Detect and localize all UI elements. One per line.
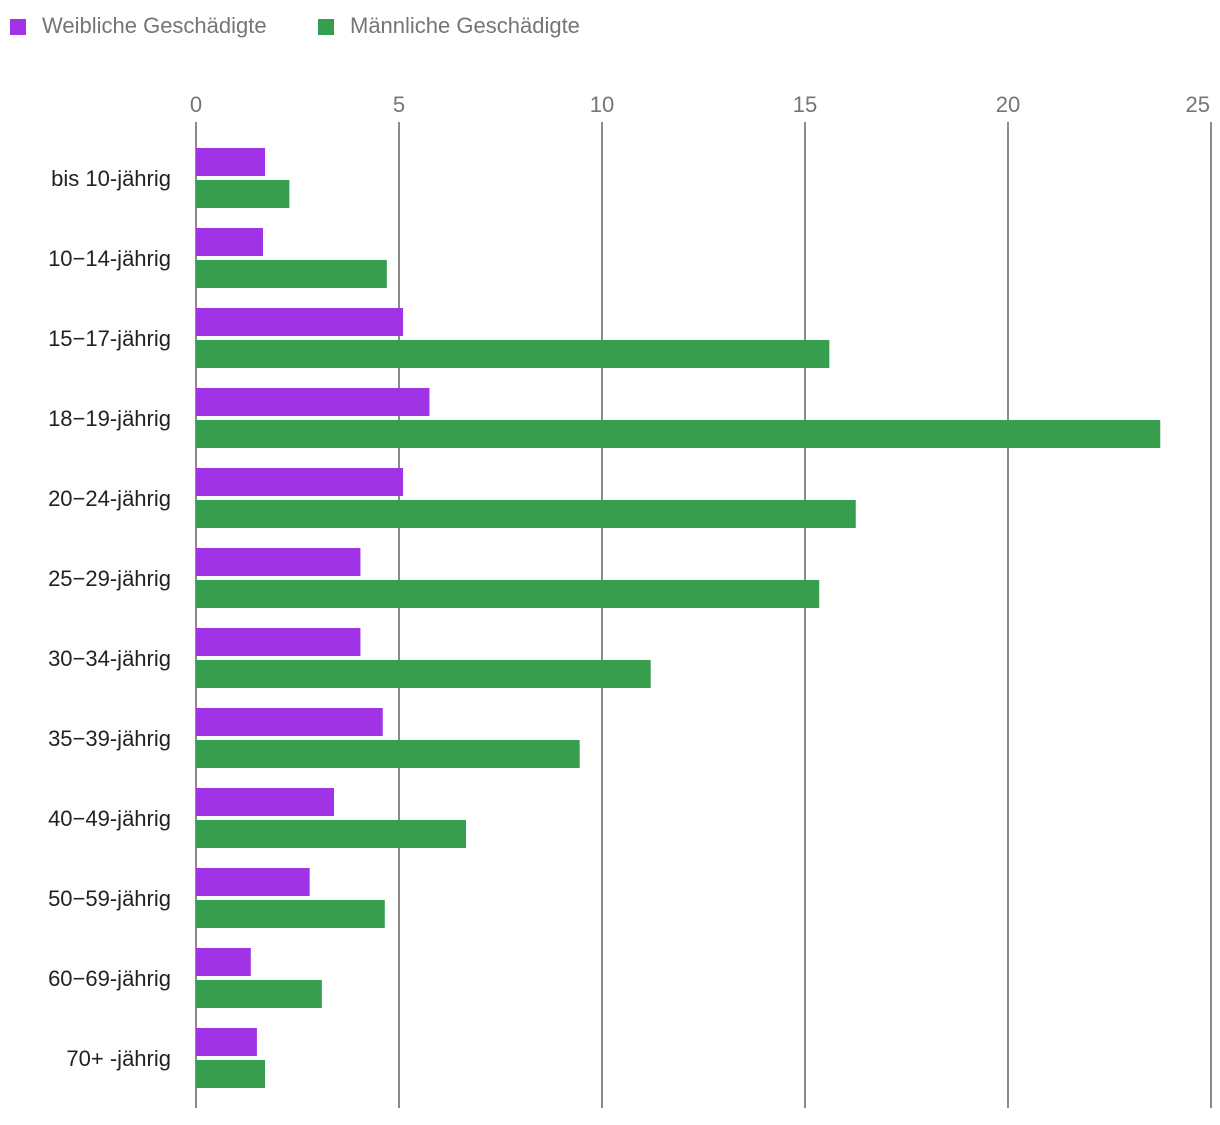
bar-maennlich-4 xyxy=(196,420,1161,448)
x-tick-label-15: 15 xyxy=(793,92,817,117)
legend-label-1: Weibliche Geschädigte xyxy=(42,13,267,38)
bar-weiblich-5 xyxy=(196,468,404,496)
bar-maennlich-2 xyxy=(196,260,387,288)
bar-weiblich-6 xyxy=(196,548,361,576)
category-label-11: 60−69-jährig xyxy=(48,966,171,991)
bar-maennlich-9 xyxy=(196,820,466,848)
legend-swatch-2 xyxy=(318,19,334,35)
bar-maennlich-12 xyxy=(196,1060,266,1088)
category-labels: bis 10-jährig 10−14-jährig 15−17-jährig 18−… xyxy=(48,166,171,1071)
bar-maennlich-5 xyxy=(196,500,856,528)
bar-weiblich-9 xyxy=(196,788,335,816)
bar-maennlich-6 xyxy=(196,580,820,608)
x-tick-label-20: 20 xyxy=(996,92,1020,117)
legend-label-2: Männliche Geschädigte xyxy=(350,13,580,38)
bar-weiblich-8 xyxy=(196,708,383,736)
category-label-3: 15−17-jährig xyxy=(48,326,171,351)
bars xyxy=(196,148,1161,1088)
bar-maennlich-3 xyxy=(196,340,830,368)
legend: Weibliche Geschädigte Männliche Geschädig… xyxy=(10,13,580,38)
bar-maennlich-7 xyxy=(196,660,651,688)
bar-maennlich-8 xyxy=(196,740,580,768)
gridlines xyxy=(195,122,1212,1108)
bar-weiblich-7 xyxy=(196,628,361,656)
category-label-7: 30−34-jährig xyxy=(48,646,171,671)
bar-maennlich-10 xyxy=(196,900,385,928)
category-label-8: 35−39-jährig xyxy=(48,726,171,751)
x-tick-label-25: 25 xyxy=(1186,92,1210,117)
category-label-10: 50−59-jährig xyxy=(48,886,171,911)
bar-maennlich-1 xyxy=(196,180,290,208)
x-tick-label-5: 5 xyxy=(393,92,405,117)
bar-weiblich-3 xyxy=(196,308,404,336)
category-label-6: 25−29-jährig xyxy=(48,566,171,591)
category-label-12: 70+ -jährig xyxy=(66,1046,171,1071)
bar-weiblich-10 xyxy=(196,868,310,896)
legend-swatch-1 xyxy=(10,19,26,35)
x-tick-label-0: 0 xyxy=(190,92,202,117)
bar-weiblich-12 xyxy=(196,1028,257,1056)
bar-weiblich-2 xyxy=(196,228,263,256)
x-tick-label-10: 10 xyxy=(590,92,614,117)
bar-weiblich-1 xyxy=(196,148,266,176)
x-axis-ticks: 0 5 10 15 20 25 xyxy=(190,92,1210,117)
category-label-9: 40−49-jährig xyxy=(48,806,171,831)
category-label-2: 10−14-jährig xyxy=(48,246,171,271)
category-label-5: 20−24-jährig xyxy=(48,486,171,511)
category-label-1: bis 10-jährig xyxy=(51,166,171,191)
category-label-4: 18−19-jährig xyxy=(48,406,171,431)
bar-weiblich-4 xyxy=(196,388,430,416)
bar-weiblich-11 xyxy=(196,948,251,976)
bar-maennlich-11 xyxy=(196,980,322,1008)
